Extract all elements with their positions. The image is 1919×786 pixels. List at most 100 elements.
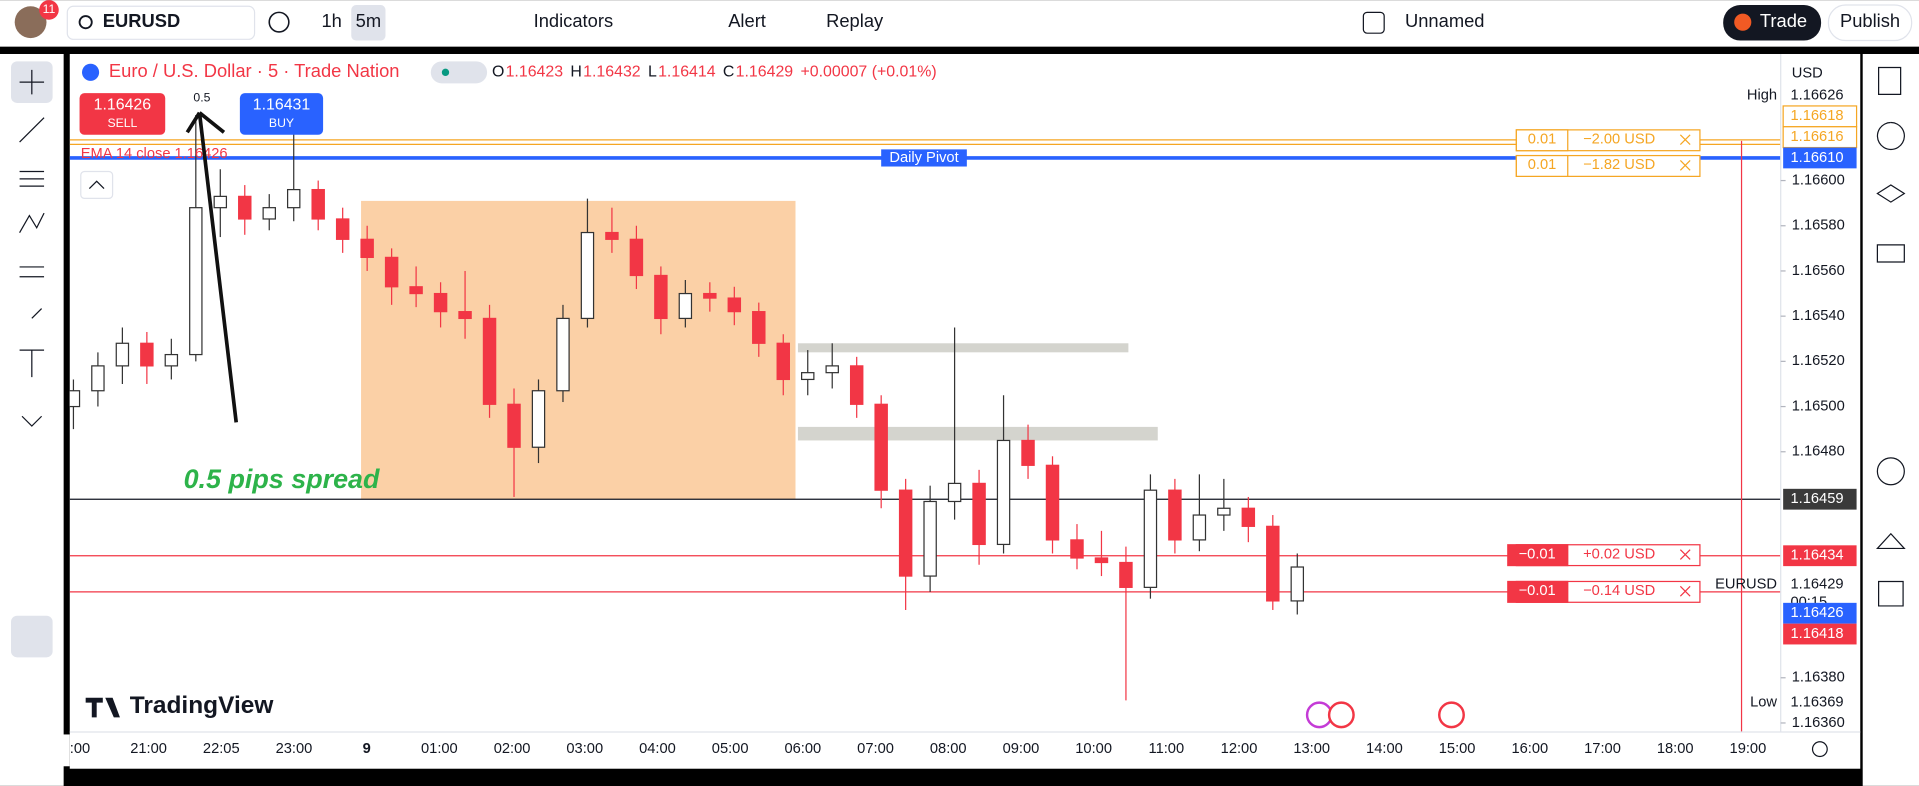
candle-body bbox=[69, 390, 81, 408]
candle-body bbox=[580, 231, 595, 320]
candle-body bbox=[482, 317, 497, 405]
candle-body bbox=[1045, 464, 1060, 541]
replay-button[interactable]: Replay bbox=[826, 10, 884, 31]
side-icons[interactable] bbox=[1875, 66, 1906, 607]
indicators-button[interactable]: Indicators bbox=[534, 10, 614, 31]
position-qty: 0.01 bbox=[1528, 132, 1557, 148]
candle-body bbox=[776, 342, 790, 381]
position-pnl: −0.14 USD bbox=[1583, 583, 1655, 599]
buy-button[interactable] bbox=[239, 93, 324, 135]
level-name: Daily Pivot bbox=[889, 150, 958, 166]
position-pnl: +0.02 USD bbox=[1583, 546, 1655, 562]
x-tick-label: 13:00 bbox=[1293, 741, 1330, 757]
candle-body bbox=[825, 365, 839, 374]
axes: 1.16600 1.16580 1.16560 1.16540 1.16520 1.165… bbox=[0, 85, 1858, 767]
price-badge-label: 1.16426 bbox=[1790, 605, 1843, 621]
currency-select[interactable] bbox=[1785, 62, 1857, 85]
position-close[interactable] bbox=[1679, 549, 1691, 560]
x-tick-label: 15:00 bbox=[1439, 741, 1476, 757]
candle-body bbox=[1192, 514, 1207, 541]
sell-button[interactable] bbox=[79, 93, 166, 135]
alert-button[interactable]: Alert bbox=[728, 10, 766, 31]
y-tick-label: 1.16600 bbox=[1792, 172, 1845, 188]
price-badge-label: 1.16434 bbox=[1790, 548, 1843, 564]
broker-logo bbox=[1734, 13, 1752, 31]
y-tick-label: 1.16380 bbox=[1792, 670, 1845, 686]
drawing-tools[interactable] bbox=[19, 117, 45, 427]
position-close[interactable] bbox=[1679, 585, 1691, 597]
trade-button[interactable] bbox=[1723, 5, 1822, 41]
tool-active bbox=[11, 615, 53, 658]
candle-body bbox=[727, 297, 742, 313]
ohlc-value: 1.16423 bbox=[506, 64, 564, 81]
interval[interactable]: 1h bbox=[321, 10, 341, 31]
candle-body bbox=[360, 238, 374, 259]
candle-body bbox=[678, 292, 693, 320]
ohlc-key: H bbox=[570, 64, 582, 81]
currency: USD bbox=[1792, 65, 1823, 81]
position-pnl: −1.82 USD bbox=[1583, 157, 1655, 173]
candle-body bbox=[507, 403, 521, 448]
legend-values: O 1.16423 H 1.16432 L 1.16414 C 1.16429 +0.00007… bbox=[492, 64, 937, 81]
event-icon[interactable] bbox=[1438, 701, 1465, 729]
price-badge-label: 1.16369 bbox=[1790, 695, 1843, 711]
ohlc-value: 1.16432 bbox=[583, 64, 641, 81]
crosshair-tool[interactable] bbox=[19, 69, 45, 95]
brand-logo bbox=[85, 697, 120, 718]
ohlc-value: 1.16414 bbox=[658, 64, 716, 81]
buy-price: 1.16431 bbox=[253, 97, 311, 114]
candle-body bbox=[629, 238, 644, 277]
position-qty-bg bbox=[1507, 580, 1569, 603]
candle-body bbox=[1143, 489, 1158, 588]
position-qty-bg bbox=[1515, 154, 1569, 177]
candle-body bbox=[213, 195, 228, 209]
add-symbol[interactable] bbox=[268, 11, 290, 33]
candle-body bbox=[801, 372, 815, 381]
candle-body bbox=[531, 390, 546, 448]
position-pnl: −2.00 USD bbox=[1583, 132, 1655, 148]
position-close[interactable] bbox=[1679, 160, 1691, 171]
price-badge bbox=[1783, 488, 1857, 510]
spread: 0.5 bbox=[193, 90, 210, 104]
candle-body bbox=[947, 482, 962, 503]
y-tick-label: 1.16500 bbox=[1792, 398, 1845, 414]
symbol-search[interactable] bbox=[66, 5, 256, 40]
trade-label: Trade bbox=[1760, 10, 1807, 31]
position-qty: 0.01 bbox=[1528, 157, 1557, 173]
search-icon bbox=[78, 15, 93, 30]
x-tick-label: 22:05 bbox=[203, 741, 240, 757]
candle-body bbox=[1021, 439, 1035, 466]
sell-label: SELL bbox=[107, 116, 137, 130]
collapse-button[interactable] bbox=[80, 170, 114, 200]
change: +0.00007 (+0.01%) bbox=[800, 64, 936, 81]
candle-body bbox=[849, 365, 864, 405]
x-tick-label: 01:00 bbox=[421, 741, 458, 757]
interval[interactable]: 5m bbox=[356, 10, 381, 31]
zone bbox=[797, 343, 1129, 353]
candle-body bbox=[238, 195, 252, 220]
layout-name[interactable]: Unnamed bbox=[1405, 10, 1485, 31]
plot: Daily Pivot bbox=[69, 115, 1781, 733]
x-tick-label: 04:00 bbox=[639, 741, 676, 757]
candle-body bbox=[1266, 525, 1280, 602]
price-badge-label: 1.16618 bbox=[1790, 108, 1843, 124]
price-badge-tag: High bbox=[1747, 87, 1777, 103]
x-tick-label: 05:00 bbox=[712, 741, 749, 757]
sell-price: 1.16426 bbox=[94, 97, 152, 114]
publish-label: Publish bbox=[1840, 10, 1900, 31]
position-close[interactable] bbox=[1679, 134, 1691, 145]
candle-body bbox=[605, 231, 619, 240]
candle-body bbox=[898, 489, 913, 577]
avatar[interactable] bbox=[14, 6, 47, 39]
candle-body bbox=[433, 292, 448, 313]
candle-body bbox=[115, 342, 130, 367]
publish-button[interactable] bbox=[1827, 4, 1913, 42]
candle-body bbox=[189, 207, 203, 356]
x-tick-label: 06:00 bbox=[784, 741, 821, 757]
notifications: 11 bbox=[43, 2, 56, 16]
top-toolbar bbox=[0, 0, 1919, 47]
event-icon[interactable] bbox=[1327, 701, 1355, 729]
left-toolbar bbox=[0, 53, 64, 786]
annotation: 0.5 pips spread bbox=[184, 464, 380, 494]
